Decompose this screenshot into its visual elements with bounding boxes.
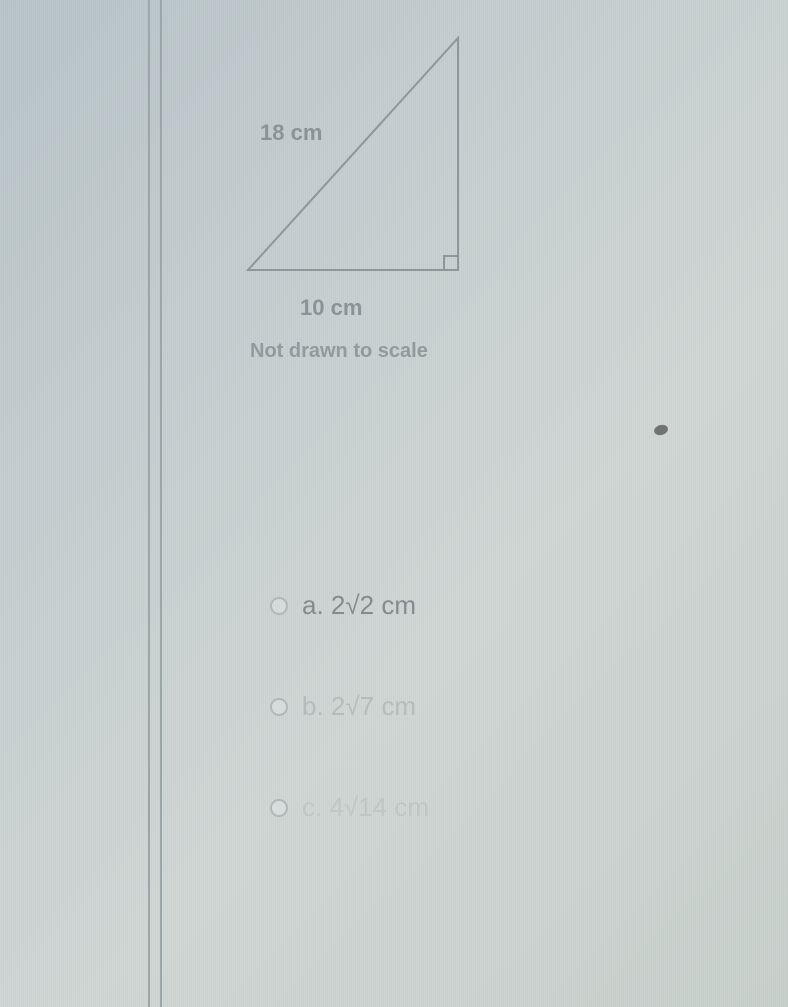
- answer-c-label: c. 4√14 cm: [302, 792, 429, 823]
- radio-icon: [270, 597, 288, 615]
- answer-choice-c[interactable]: c. 4√14 cm: [270, 792, 429, 823]
- triangle-diagram: [200, 20, 520, 300]
- margin-rule-2: [160, 0, 162, 1007]
- radio-icon: [270, 698, 288, 716]
- answer-b-label: b. 2√7 cm: [302, 691, 416, 722]
- answer-a-label: a. 2√2 cm: [302, 590, 416, 621]
- right-angle-marker: [444, 256, 458, 270]
- radio-icon: [270, 799, 288, 817]
- scale-note: Not drawn to scale: [250, 340, 428, 363]
- answer-choice-b[interactable]: b. 2√7 cm: [270, 691, 429, 722]
- base-label: 10 cm: [300, 295, 362, 321]
- triangle-svg: [200, 20, 520, 300]
- answer-choices: a. 2√2 cm b. 2√7 cm c. 4√14 cm: [270, 590, 429, 893]
- margin-rule-1: [148, 0, 150, 1007]
- hypotenuse-label: 18 cm: [260, 120, 322, 146]
- triangle-shape: [248, 38, 458, 270]
- dust-speck: [653, 423, 669, 436]
- answer-choice-a[interactable]: a. 2√2 cm: [270, 590, 429, 621]
